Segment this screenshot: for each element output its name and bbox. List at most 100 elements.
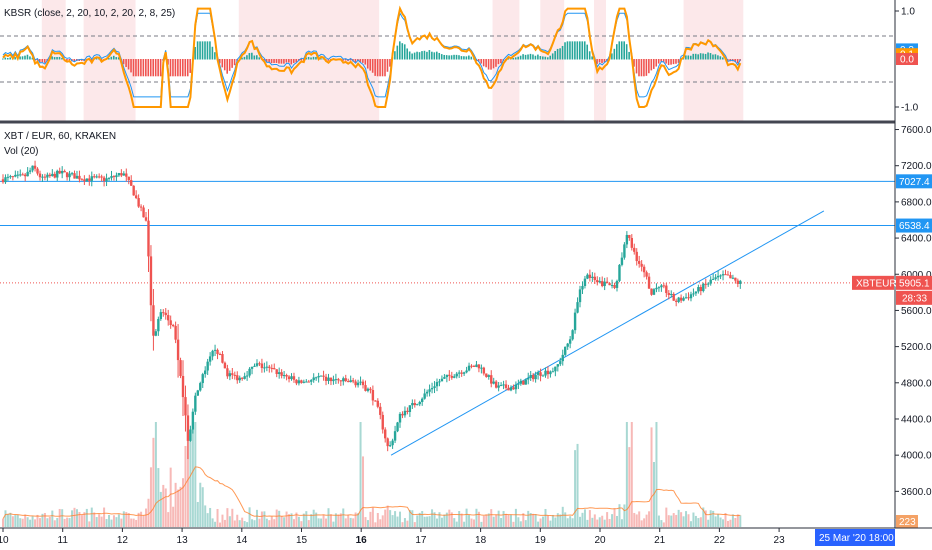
volume-bar [53, 520, 56, 527]
volume-bar [586, 519, 589, 527]
candle-body [593, 276, 597, 281]
volume-bar [292, 519, 295, 527]
candle-body [561, 354, 564, 362]
indicator-hist-bar [650, 59, 653, 71]
candle-body [512, 387, 515, 390]
candle-body [305, 381, 308, 383]
trend-line[interactable] [390, 210, 825, 456]
date-tag: 25 Mar '20 18:00 [815, 529, 895, 546]
price-axis[interactable]: 1.0-1.00.20.10.0 7600.07200.06800.06400.… [852, 0, 932, 528]
candle-body [164, 312, 167, 316]
volume-bar [551, 514, 554, 527]
candle-body [221, 354, 224, 363]
candle-body [711, 278, 715, 280]
candle-body [83, 179, 86, 182]
indicator-hist-bar [221, 59, 224, 68]
indicator-hist-bar [480, 59, 482, 64]
price-tick-label: 4000.0 [901, 451, 932, 462]
candle-body [522, 380, 525, 385]
candle-body [551, 371, 555, 373]
candle-body [393, 431, 397, 441]
price-tick-label: 7600.0 [901, 125, 932, 136]
main-pane[interactable]: XBT / EUR, 60, KRAKEN Vol (20) [0, 131, 895, 527]
indicator-hist-bar [43, 59, 46, 63]
volume-bar [401, 522, 404, 527]
indicator-hist-bar [601, 59, 603, 64]
volume-bar [349, 517, 352, 527]
volume-bar [14, 515, 17, 527]
indicator-hist-bar [544, 56, 547, 60]
indicator-pane[interactable]: KBSR (close, 2, 20, 10, 2, 20, 2, 8, 25) [0, 0, 895, 121]
volume-bar [226, 508, 229, 527]
volume-bar [337, 514, 340, 527]
volume-bar [85, 508, 88, 527]
indicator-hist-bar [709, 53, 712, 60]
candle-body [541, 375, 545, 377]
indicator-hist-bar [384, 59, 386, 77]
volume-bar [283, 517, 286, 527]
volume-bar [258, 518, 261, 527]
indicator-hist-bar [241, 57, 243, 60]
volume-bar [423, 516, 426, 527]
candle-body [110, 176, 113, 178]
indicator-hist-bar [172, 59, 174, 77]
candle-body [391, 440, 394, 446]
candle-body [147, 220, 150, 257]
candle-body [332, 379, 335, 382]
candle-body [60, 170, 64, 174]
candle-body [674, 300, 678, 302]
volume-bar [194, 422, 197, 527]
level-price-tag [896, 174, 932, 189]
indicator-hist-bar [381, 59, 384, 77]
candle-body [601, 281, 604, 287]
indicator-hist-bar [512, 58, 515, 60]
volume-bar [132, 518, 135, 527]
volume-bar [665, 507, 668, 527]
indicator-hist-bar [734, 59, 736, 62]
indicator-hist-bar [288, 59, 290, 63]
indicator-hist-bar [492, 59, 495, 69]
indicator-hist-bar [73, 59, 76, 62]
candle-body [485, 373, 488, 377]
volume-bar [228, 516, 231, 527]
volume-bar [672, 513, 675, 527]
candle-body [448, 374, 451, 376]
volume-bar [152, 437, 155, 527]
candle-body [334, 379, 338, 381]
candle-body [603, 281, 606, 287]
indicator-hist-bar [704, 53, 707, 60]
candle-body [179, 360, 182, 376]
volume-bar [620, 519, 623, 527]
candle-body [75, 175, 79, 179]
level-price-tag-label: 6538.4 [899, 221, 930, 232]
indicator-hist-bar [702, 53, 704, 60]
candle-body [628, 234, 631, 238]
candle-body [482, 367, 486, 374]
time-axis[interactable]: 10 11 12 13 14 15 16 17 18 19 20 21 22 23 25 Mar '20 … [0, 527, 932, 550]
volume-bar [371, 507, 374, 527]
volume-bar [616, 515, 619, 527]
volume-label: Vol (20) [4, 146, 38, 157]
candle-body [186, 415, 190, 441]
volume-bar [712, 510, 715, 527]
indicator-hist-bar [736, 59, 739, 64]
candle-body [734, 277, 737, 281]
indicator-hist-bar [186, 59, 189, 77]
candle-body [43, 176, 47, 178]
volume-bar [465, 508, 468, 527]
volume-bar [270, 516, 273, 527]
indicator-hist-bar [655, 59, 658, 67]
candle-body [65, 172, 69, 178]
volume-bar [546, 515, 549, 527]
indicator-hist-bar [699, 53, 702, 60]
current-price-tag [896, 275, 932, 290]
candle-body [319, 375, 323, 377]
indicator-hist-bar [416, 51, 418, 60]
candle-body [19, 174, 22, 176]
volume-bar [655, 422, 658, 527]
volume-bar [169, 467, 172, 527]
volume-bar [211, 518, 214, 527]
volume-bar [522, 513, 525, 527]
volume-bar [149, 467, 152, 527]
